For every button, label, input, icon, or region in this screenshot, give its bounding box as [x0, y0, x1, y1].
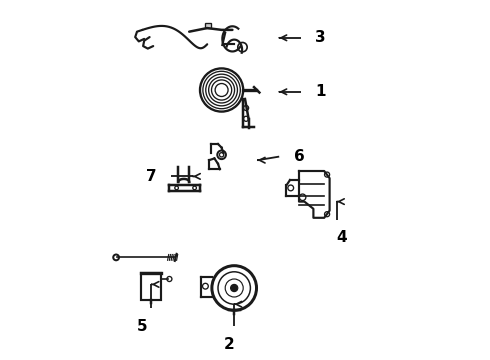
- Circle shape: [231, 284, 238, 292]
- Text: 5: 5: [137, 319, 147, 334]
- Text: 3: 3: [315, 30, 326, 45]
- Bar: [141, 273, 162, 300]
- Text: 6: 6: [294, 149, 304, 164]
- Text: 1: 1: [315, 84, 326, 99]
- Text: 2: 2: [223, 337, 234, 352]
- Text: 4: 4: [337, 230, 347, 246]
- Bar: [205, 23, 211, 28]
- Text: 7: 7: [146, 169, 157, 184]
